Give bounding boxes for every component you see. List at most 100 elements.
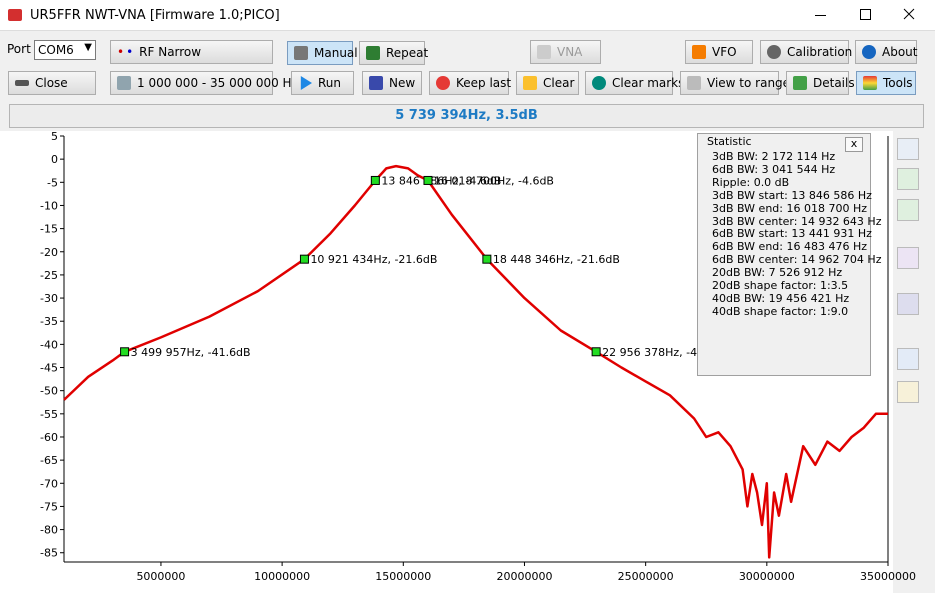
- marker-label: 3 499 957Hz, -41.6dB: [131, 346, 251, 359]
- x-tick-label: 35000000: [860, 570, 916, 583]
- new-button[interactable]: New: [362, 71, 422, 95]
- y-tick-label: -10: [40, 199, 58, 212]
- port-value: COM6: [38, 43, 74, 57]
- y-tick-label: -55: [40, 408, 58, 421]
- zoom-tool[interactable]: [897, 138, 919, 160]
- y-tick-label: -20: [40, 246, 58, 259]
- statistic-line: 40dB BW: 19 456 421 Hz: [712, 291, 850, 305]
- statistic-panel: Statistic x 3dB BW: 2 172 114 Hz 6dB BW: …: [697, 133, 882, 376]
- button-label: VNA: [557, 45, 583, 59]
- marker-label: 16 018 700Hz, -4.6dB: [434, 174, 554, 187]
- rf-narrow-button[interactable]: • • RF Narrow: [110, 40, 273, 64]
- marker: [299, 254, 309, 264]
- statistic-line: 40dB shape factor: 1:9.0: [712, 304, 849, 318]
- tools-button[interactable]: Tools: [856, 71, 916, 95]
- close-window-button[interactable]: [903, 8, 915, 20]
- x-tick-label: 15000000: [375, 570, 431, 583]
- button-label: Clear marks: [612, 76, 685, 90]
- app-icon: [8, 9, 22, 21]
- marker-label: 10 921 434Hz, -21.6dB: [310, 253, 437, 266]
- y-tick-label: -40: [40, 338, 58, 351]
- button-label: Details: [813, 76, 855, 90]
- manual-button[interactable]: Manual: [287, 41, 358, 65]
- y-tick-label: -35: [40, 315, 58, 328]
- statistic-line: 6dB BW end: 16 483 476 Hz: [712, 240, 867, 254]
- details-button[interactable]: Details: [786, 71, 855, 95]
- y-tick-label: -65: [40, 454, 58, 467]
- clear-marks-button[interactable]: Clear marks: [585, 71, 684, 95]
- statistic-line: 6dB BW: 3 041 544 Hz: [712, 162, 836, 176]
- button-label: Run: [318, 76, 342, 90]
- scale-tool[interactable]: [897, 199, 919, 221]
- statistic-line: 3dB BW: 2 172 114 Hz: [712, 150, 836, 163]
- y-tick-label: 0: [51, 153, 58, 166]
- maximize-button[interactable]: [860, 9, 871, 20]
- y-tick-label: -85: [40, 547, 58, 560]
- vfo-button[interactable]: VFO: [685, 40, 753, 64]
- y-tick-label: -75: [40, 500, 58, 513]
- marker: [120, 347, 130, 357]
- button-label: View to range: [707, 76, 791, 90]
- x-tick-label: 20000000: [496, 570, 552, 583]
- clear-button[interactable]: Clear: [516, 71, 579, 95]
- statistic-line: 6dB BW center: 14 962 704 Hz: [712, 253, 882, 267]
- marker: [482, 254, 492, 264]
- y-tick-label: -80: [40, 524, 58, 537]
- window-title: UR5FFR NWT-VNA [Firmware 1.0;PICO]: [30, 8, 280, 23]
- button-label: Calibration: [787, 45, 853, 59]
- fit-tool[interactable]: [897, 168, 919, 190]
- x-tick-label: 25000000: [618, 570, 674, 583]
- statistic-line: 3dB BW center: 14 932 643 Hz: [712, 214, 882, 228]
- close-button[interactable]: Close: [8, 71, 96, 95]
- port-label: Port: [7, 42, 31, 56]
- keep-last-button[interactable]: Keep last: [429, 71, 512, 95]
- x-tick-label: 30000000: [739, 570, 795, 583]
- trace-line: [63, 164, 888, 559]
- x-tick-label: 10000000: [254, 570, 310, 583]
- range-button[interactable]: 1 000 000 - 35 000 000 Hz: [110, 71, 298, 95]
- calibration-button[interactable]: Calibration: [760, 40, 853, 64]
- button-label: 1 000 000 - 35 000 000 Hz: [137, 76, 298, 90]
- button-label: Tools: [883, 76, 913, 90]
- run-button[interactable]: Run: [291, 71, 354, 95]
- marker: [423, 175, 433, 185]
- statistic-line: 6dB BW start: 13 441 931 Hz: [712, 227, 872, 241]
- window-controls: [815, 8, 915, 20]
- statistic-line: 20dB shape factor: 1:3.5: [712, 279, 849, 293]
- title-bar: UR5FFR NWT-VNA [Firmware 1.0;PICO]: [0, 0, 935, 31]
- paste-tool[interactable]: [897, 381, 919, 403]
- statistic-line: 20dB BW: 7 526 912 Hz: [712, 266, 843, 280]
- button-label: Keep last: [456, 76, 512, 90]
- about-button[interactable]: About: [855, 40, 917, 64]
- port-select[interactable]: COM6 ▼: [34, 40, 96, 60]
- button-label: New: [389, 76, 416, 90]
- repeat-button[interactable]: Repeat: [359, 41, 429, 65]
- button-label: Manual: [314, 46, 358, 60]
- vna-button[interactable]: VNA: [530, 40, 601, 64]
- statistic-close[interactable]: x: [845, 137, 863, 152]
- camera-tool[interactable]: [897, 293, 919, 315]
- y-tick-label: -45: [40, 362, 58, 375]
- button-label: RF Narrow: [139, 45, 202, 59]
- x-tick-label: 5000000: [136, 570, 185, 583]
- button-label: About: [882, 45, 918, 59]
- button-label: Clear: [543, 76, 575, 90]
- y-tick-label: -70: [40, 477, 58, 490]
- y-tick-label: -30: [40, 292, 58, 305]
- trace-tool[interactable]: [897, 247, 919, 269]
- y-tick-label: -5: [47, 176, 58, 189]
- button-label: Repeat: [386, 46, 429, 60]
- marker: [591, 347, 601, 357]
- y-tick-label: -25: [40, 269, 58, 282]
- statistic-line: 3dB BW end: 16 018 700 Hz: [712, 201, 867, 215]
- statistic-line: Ripple: 0.0 dB: [712, 175, 790, 189]
- statistic-lines: 3dB BW: 2 172 114 Hz 6dB BW: 3 041 544 Hz…: [707, 150, 882, 319]
- y-tick-label: -15: [40, 223, 58, 236]
- button-label: Close: [35, 76, 68, 90]
- button-label: VFO: [712, 45, 737, 59]
- view-to-range-button[interactable]: View to range: [680, 71, 790, 95]
- y-tick-label: -50: [40, 385, 58, 398]
- copy-tool[interactable]: [897, 348, 919, 370]
- y-tick-label: -60: [40, 431, 58, 444]
